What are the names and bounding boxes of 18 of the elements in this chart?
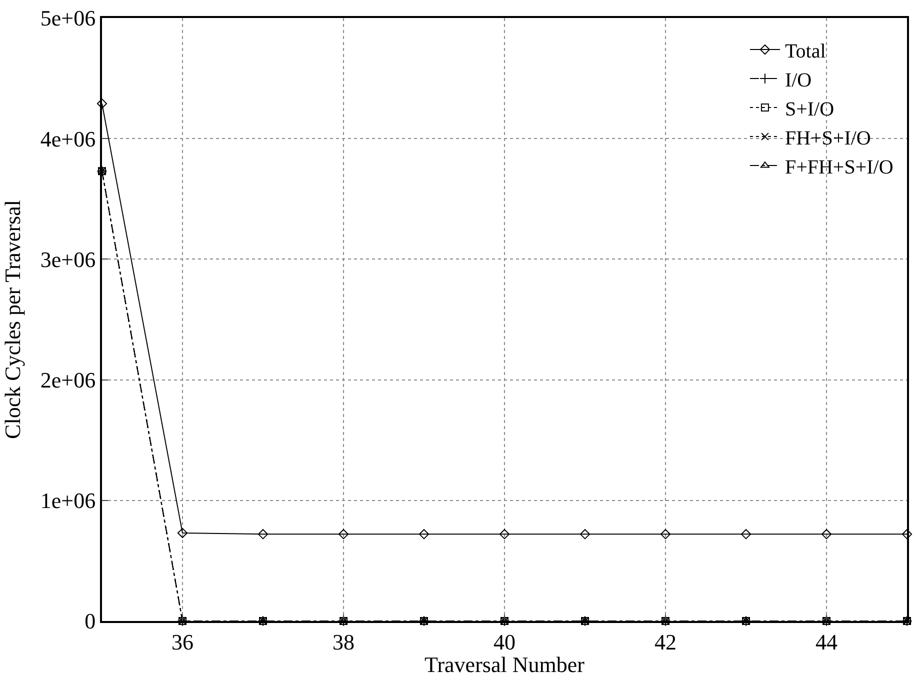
legend-label: S+I/O (784, 98, 834, 120)
legend-label: I/O (784, 69, 812, 92)
x-axis-title: Traversal Number (424, 652, 586, 677)
x-tick-label: 36 (172, 629, 194, 654)
x-tick-label: 44 (816, 629, 838, 654)
y-tick-label: 2e+06 (40, 368, 96, 392)
legend-label: F+FH+S+I/O (784, 156, 894, 178)
y-tick-label: 5e+06 (40, 6, 96, 31)
y-tick-label: 3e+06 (40, 246, 96, 272)
legend-label: FH+S+I/O (784, 127, 871, 150)
y-tick-label: 0 (84, 608, 96, 634)
y-tick-label: 4e+06 (40, 126, 96, 152)
x-tick-label: 38 (332, 629, 354, 654)
y-axis-title: Clock Cycles per Traversal (0, 200, 25, 439)
x-tick-label: 42 (654, 629, 676, 654)
legend-label: Total (784, 40, 826, 62)
y-tick-label: 1e+06 (40, 488, 96, 514)
x-tick-label: 40 (494, 629, 516, 654)
